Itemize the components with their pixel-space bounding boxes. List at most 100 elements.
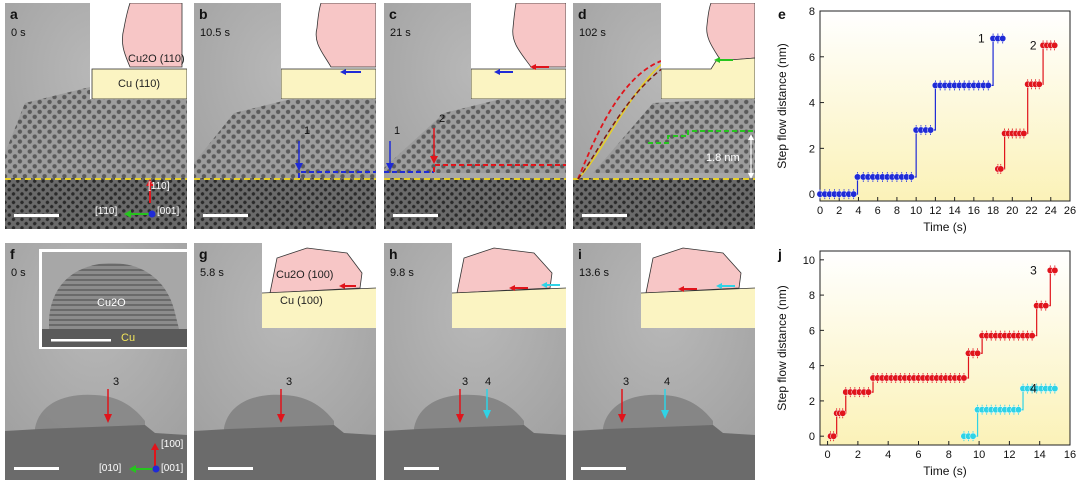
y-tick-label: 8 [809,290,815,302]
data-point [927,126,935,134]
panel-i: i 13.6 s 3 4 [573,243,755,480]
panel-label-f: f [10,246,15,262]
data-point [1051,41,1059,49]
direction-m110-label: [1̄10] [95,206,118,217]
data-point [850,190,858,198]
panel-label-h: h [389,246,398,262]
step-3-label-h: 3 [462,376,469,388]
x-tick-label: 2 [836,205,842,217]
data-point [1051,385,1059,393]
data-point [969,432,977,440]
direction-001-label-f: [001] [161,463,184,474]
y-tick-label: 6 [809,325,815,337]
cyan-arrow-icon [541,282,547,288]
y-tick-label: 0 [809,189,815,201]
data-point [1015,406,1022,414]
panel-d: d 102 s 1.8 nm [573,3,755,229]
direction-100-label: [100] [161,439,184,450]
blue-arrow-icon [340,69,346,75]
hrtem-inset: Cu2O Cu [39,249,187,349]
x-tick-label: 10 [973,449,985,461]
timestamp-b: 10.5 s [200,27,230,39]
step-4-label-h: 4 [485,376,492,388]
data-point [1028,332,1036,340]
x-tick-label: 18 [987,205,999,217]
series-label-3: 3 [1030,263,1037,277]
panel-c: c 21 s 1 2 [384,3,566,229]
y-tick-label: 8 [809,6,815,18]
panel-g: g 5.8 s Cu2O (100) Cu (100) 3 [194,243,376,480]
panel-f: f 0 s Cu2O Cu 3 [100] [010] [001] [5,243,187,480]
step-1-label: 1 [304,125,311,137]
panel-b: b 10.5 s 1 [194,3,376,229]
x-tick-label: 12 [1003,449,1015,461]
schematic-inset-a: Cu2O (110) Cu (110) [90,3,187,100]
series-label-4: 4 [1030,382,1037,396]
step-3-label-f: 3 [113,376,120,388]
step-2-label-c: 2 [439,113,446,125]
red-arrow-icon [530,64,536,70]
schematic-inset-h [451,243,566,328]
x-tick-label: 6 [875,205,881,217]
cu-100-label: Cu (100) [280,295,323,307]
x-tick-label: 4 [855,205,861,217]
plot-area [819,10,1071,202]
chart-j-svg: 0 2 4 6 8 10 12 14 16 0 2 4 6 8 10 Time (s) Step flow di… [775,250,1076,478]
y-tick-label: 4 [809,361,815,373]
x-tick-label: 10 [910,205,922,217]
x-tick-label: 8 [894,205,900,217]
step-3-label-g: 3 [286,376,293,388]
x-tick-label: 24 [1045,205,1057,217]
data-point [907,173,915,181]
panel-label-c: c [389,6,397,22]
data-point [997,165,1005,173]
data-point [1042,302,1050,310]
data-point [960,374,968,382]
y-tick-label: 2 [809,396,815,408]
x-tick-label: 12 [929,205,941,217]
series-label-2: 2 [1030,38,1037,52]
x-tick-label: 26 [1064,205,1076,217]
step-1-label-c: 1 [394,125,401,137]
timestamp-f: 0 s [11,267,26,279]
x-tick-label: 20 [1006,205,1018,217]
panel-label-g: g [199,246,208,262]
y-tick-label: 0 [809,431,815,443]
panel-label-e: e [778,6,786,22]
panel-label-a: a [10,6,18,22]
step-3-arrow-icon [104,414,112,423]
chart-e: e 0 2 4 6 8 10 12 14 16 18 20 22 24 26 0 2 4 6 8 Time (s) St… [762,3,1078,239]
panel-label-j: j [778,246,782,262]
plot-area [819,250,1071,446]
y-tick-label: 2 [809,143,815,155]
timestamp-h: 9.8 s [390,267,414,279]
schematic-inset-c [470,3,566,100]
step-2-arrow-icon [430,156,438,164]
direction-010-label: [010] [99,463,122,474]
timestamp-a: 0 s [11,27,26,39]
panel-a: a 0 s Cu2O (110) Cu (110) [110] [1̄10] [… [5,3,187,229]
timestamp-i: 13.6 s [579,267,609,279]
data-point [1051,266,1059,274]
direction-001-label: [001] [157,206,180,217]
schematic-inset-g: Cu2O (100) Cu (100) [261,243,376,328]
y-tick-label: 4 [809,98,815,110]
data-point [984,81,992,89]
step-1-arrow-icon [295,163,303,171]
x-tick-label: 8 [946,449,952,461]
panel-label-i: i [578,246,582,262]
timestamp-c: 21 s [390,27,411,39]
data-point [865,388,872,396]
inset-cu-label: Cu [121,332,136,344]
step-4-arrow-icon [483,410,491,419]
data-point [974,349,982,357]
x-tick-label: 0 [825,449,831,461]
cu-110-label: Cu (110) [118,78,160,90]
y-tick-label: 10 [803,255,815,267]
timestamp-d: 102 s [579,27,606,39]
step-4-label-i: 4 [664,376,671,388]
x-axis-label: Time (s) [923,220,967,234]
panel-h: h 9.8 s 3 4 [384,243,566,480]
green-arrow-icon [714,57,720,63]
data-point [1020,130,1028,137]
